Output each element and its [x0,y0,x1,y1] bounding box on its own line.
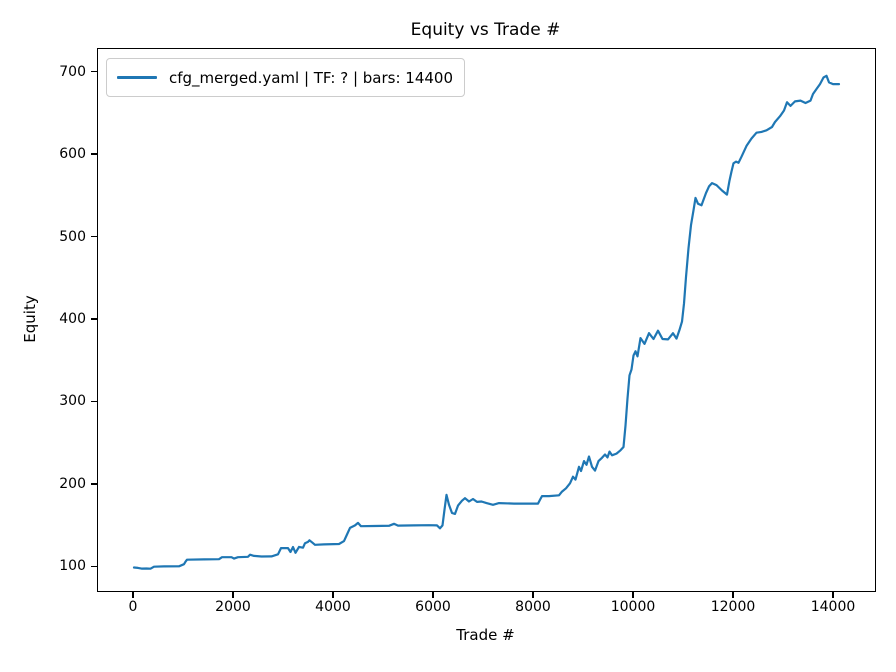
legend: cfg_merged.yaml | TF: ? | bars: 14400 [106,58,466,97]
equity-curve-plot [132,74,841,570]
y-tick-label: 400 [59,311,86,327]
x-tick-mark [232,591,234,598]
y-tick-mark [90,483,97,485]
y-tick-mark [90,318,97,320]
plot-area: cfg_merged.yaml | TF: ? | bars: 14400 [97,48,876,592]
y-tick-label: 500 [59,228,86,245]
y-tick-mark [90,565,97,568]
x-axis-label: Trade # [456,626,515,644]
chart-title: Equity vs Trade # [410,20,561,40]
y-tick-label: 600 [59,146,86,162]
x-tick-mark [732,591,734,598]
x-tick-mark [532,591,534,598]
x-tick-label: 4000 [315,599,351,615]
x-tick-mark [432,591,434,598]
legend-line-swatch [117,76,157,79]
y-tick-mark [90,235,97,238]
x-tick-mark [332,591,334,598]
x-tick-label: 14000 [810,599,856,615]
y-tick-mark [90,400,97,403]
x-tick-label: 0 [128,599,138,615]
y-tick-label: 300 [59,393,86,410]
x-tick-mark [132,591,134,598]
x-tick-label: 2000 [215,599,251,615]
x-tick-label: 10000 [610,599,656,615]
y-tick-label: 700 [59,63,86,80]
x-tick-mark [632,591,634,598]
legend-label: cfg_merged.yaml | TF: ? | bars: 14400 [169,68,454,87]
y-tick-mark [90,70,97,73]
y-tick-label: 100 [59,558,86,575]
y-tick-mark [90,153,97,155]
x-tick-label: 6000 [415,599,451,615]
x-tick-label: 8000 [515,599,551,615]
series-line [132,74,841,570]
x-tick-mark [832,591,834,598]
x-tick-label: 12000 [710,599,756,615]
y-tick-label: 200 [59,475,86,492]
